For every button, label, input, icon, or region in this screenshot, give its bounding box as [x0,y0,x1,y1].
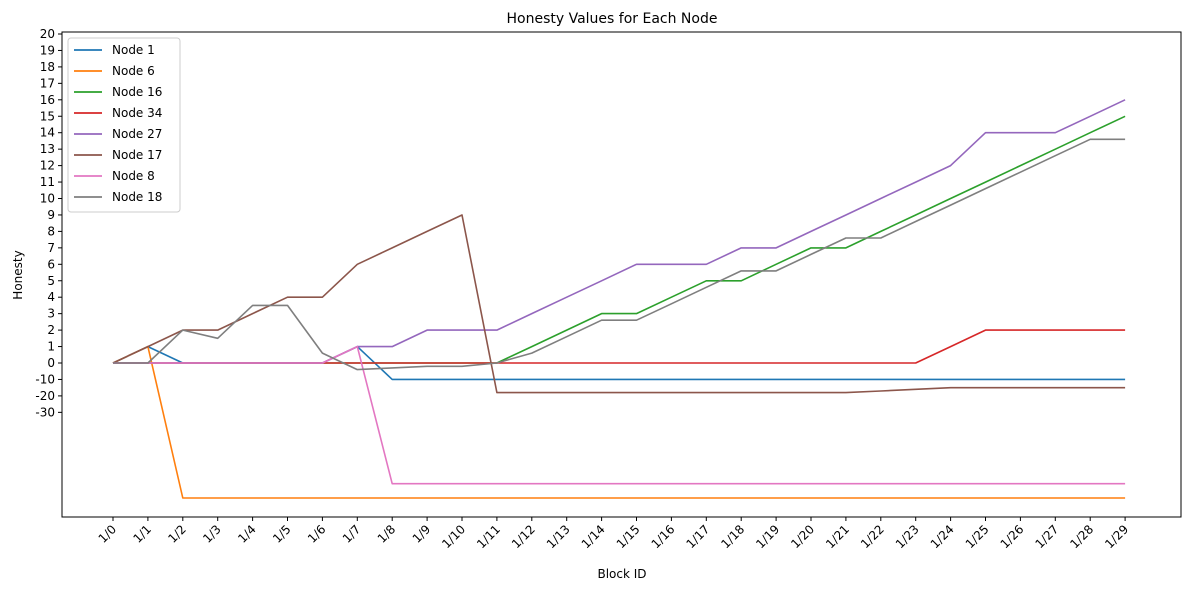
y-tick-label: 20 [40,27,55,41]
legend-entry-label: Node 6 [112,64,155,78]
x-tick-label: 1/20 [788,522,817,551]
y-tick-label: 2 [47,323,55,337]
x-tick-label: 1/7 [340,522,364,546]
legend-entry-label: Node 16 [112,85,162,99]
x-tick-label: 1/11 [474,522,503,551]
y-tick-label: 8 [47,224,55,238]
legend-entry-label: Node 27 [112,127,162,141]
y-tick-label: 11 [40,175,55,189]
x-tick-label: 1/28 [1067,522,1096,551]
x-tick-label: 1/19 [753,522,782,551]
x-axis-label: Block ID [597,567,646,581]
y-tick-label: 17 [40,76,55,90]
series-line-node-8 [113,345,1126,485]
x-tick-label: 1/12 [509,522,538,551]
legend-entry-label: Node 8 [112,169,155,183]
x-tick-label: 1/26 [998,522,1027,551]
series-line-node-27 [113,99,1126,364]
y-tick-label: 16 [40,93,55,107]
y-tick-label: -20 [35,389,55,403]
y-tick-label: 15 [40,109,55,123]
x-axis: 1/0 1/1 1/2 1/3 1/4 1/5 1/6 1/7 1/8 1/9 1/10 1/11 1/… [96,517,1131,551]
series-line-node-34 [113,329,1126,364]
y-tick-label: 19 [40,43,55,57]
y-tick-label: 13 [40,142,55,156]
x-tick-label: 1/13 [544,522,573,551]
x-tick-label: 1/1 [130,522,154,546]
x-tick-label: 1/3 [200,522,224,546]
legend-entry-label: Node 1 [112,43,155,57]
x-tick-label: 1/23 [893,522,922,551]
legend-box [67,37,181,213]
series-line-node-17 [112,214,1126,394]
y-tick-label: 12 [40,159,55,173]
y-tick-label: -30 [35,405,55,419]
y-tick-label: 9 [47,208,55,222]
y-tick-label: 4 [47,290,55,304]
x-tick-label: 1/16 [649,522,678,551]
x-tick-label: 1/9 [410,522,434,546]
y-axis-label: Honesty [11,250,25,299]
legend: Node 1 Node 6 Node 16 Node 34 Node 27 Node 17… [67,37,181,213]
x-tick-label: 1/17 [683,522,712,551]
legend-entry-label: Node 18 [112,190,162,204]
y-tick-label: 18 [40,60,55,74]
legend-entry-label: Node 17 [112,148,162,162]
x-tick-label: 1/0 [96,522,120,546]
legend-entry-label: Node 34 [112,106,162,120]
y-tick-label: 6 [47,257,55,271]
x-tick-label: 1/25 [963,522,992,551]
y-axis: 20191817161514131211109876543210-10-20-3… [35,27,62,419]
x-tick-label: 1/27 [1032,522,1061,551]
y-tick-label: 10 [40,192,55,206]
y-tick-label: 7 [47,241,55,255]
y-tick-label: 5 [47,274,55,288]
x-tick-label: 1/21 [823,522,852,551]
x-tick-label: 1/8 [375,522,399,546]
plot-area-frame [61,31,1182,518]
y-tick-label: 0 [47,356,55,370]
y-tick-label: 1 [47,340,55,354]
x-tick-label: 1/15 [614,522,643,551]
x-tick-label: 1/4 [235,522,259,546]
series-line-node-18 [113,138,1126,371]
x-tick-label: 1/10 [439,522,468,551]
x-tick-label: 1/6 [305,522,329,546]
chart-title: Honesty Values for Each Node [507,11,718,27]
x-tick-label: 1/29 [1102,522,1131,551]
y-tick-label: -10 [35,372,55,386]
y-tick-label: 14 [40,126,55,140]
x-tick-label: 1/22 [858,522,887,551]
y-tick-label: 3 [47,307,55,321]
series-line-node-6 [112,345,1126,499]
x-tick-label: 1/24 [928,522,957,551]
series-layer [112,99,1126,499]
series-line-node-16 [113,115,1126,364]
x-tick-label: 1/18 [718,522,747,551]
x-tick-label: 1/14 [579,522,608,551]
x-tick-label: 1/2 [165,522,189,546]
x-tick-label: 1/5 [270,522,294,546]
